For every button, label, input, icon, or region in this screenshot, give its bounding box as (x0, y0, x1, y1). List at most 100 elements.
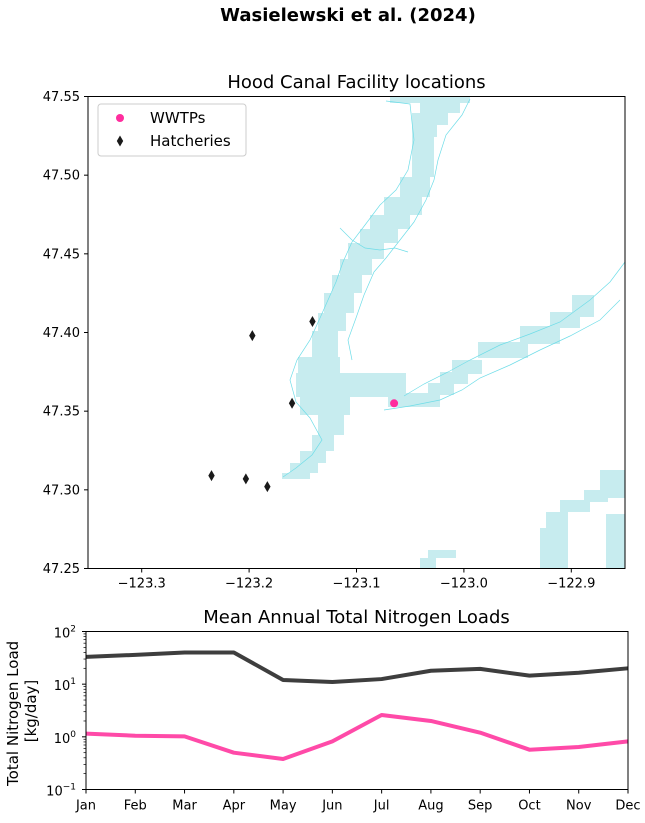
loads-y-tick-label: 100 (54, 730, 77, 747)
water-cell (360, 229, 398, 243)
shoreline (403, 261, 626, 397)
water-cell (312, 435, 334, 451)
loads-y-tick-label: 10−1 (46, 783, 76, 800)
loads-x-tick-label: Jun (321, 799, 342, 814)
hatchery-marker (242, 473, 250, 485)
water-cell (318, 415, 344, 435)
water-cell (312, 331, 338, 357)
map-markers (208, 315, 399, 493)
map-panel: Hood Canal Facility locations (43, 72, 626, 592)
figure-suptitle: Wasielewski et al. (2024) (220, 5, 476, 26)
loads-x-tick-label: Apr (223, 799, 246, 814)
shoreline (383, 299, 621, 411)
load-series-line (85, 712, 629, 761)
shoreline (282, 100, 415, 478)
legend-box (97, 103, 247, 157)
water-cell (300, 451, 326, 463)
water-cell (440, 372, 468, 384)
water-cell (478, 342, 528, 358)
map-y-tick-label: 47.25 (43, 562, 80, 577)
water-cell (340, 259, 372, 275)
shoreline (339, 227, 409, 253)
water-cell (520, 326, 560, 344)
water-cell (412, 125, 437, 137)
loads-y-tick-label: 101 (54, 677, 76, 694)
water-cell (412, 113, 448, 125)
water-cell (606, 514, 625, 568)
water-cell (318, 313, 346, 331)
water-cell (282, 473, 310, 479)
wwtp-marker (390, 399, 399, 408)
loads-lines (85, 650, 629, 761)
loads-y-tick-label: 102 (54, 625, 76, 642)
water-cell (348, 243, 384, 259)
map-x-axis: −123.3 −123.2 −123.1 −123.0 −122.9 (118, 568, 595, 592)
map-x-tick-label: −123.3 (118, 577, 166, 592)
loads-x-tick-label: Dec (615, 799, 640, 814)
loads-x-tick-label: Sep (468, 799, 493, 814)
map-y-tick-label: 47.55 (43, 90, 80, 105)
water-cell (572, 295, 594, 317)
loads-x-tick-label: Nov (566, 799, 592, 814)
loads-ylabel-line2: [kg/day] (22, 680, 40, 743)
loads-ylabel: Total Nitrogen Load [kg/day] (4, 636, 40, 787)
map-y-tick-label: 47.35 (43, 405, 80, 420)
loads-plot-frame (85, 631, 629, 790)
legend-hatchery-label: Hatcheries (150, 132, 231, 150)
hatchery-marker (288, 397, 296, 409)
map-x-tick-label: −123.0 (440, 577, 488, 592)
water-cell (428, 383, 454, 395)
water-cell (560, 500, 590, 512)
loads-x-tick-label: Jul (373, 799, 390, 814)
loads-title: Mean Annual Total Nitrogen Loads (203, 607, 510, 628)
map-y-axis: 47.25 47.30 47.35 47.40 47.45 47.50 47.55 (43, 90, 88, 577)
water-cell (324, 293, 354, 313)
loads-y-axis: 10−1 100 101 102 (46, 625, 86, 800)
water-cell (428, 550, 456, 558)
loads-x-tick-label: Aug (418, 799, 443, 814)
legend-hatchery-marker (116, 135, 124, 147)
loads-x-tick-label: Feb (124, 799, 147, 814)
water-cell (332, 275, 362, 293)
load-series-line (85, 650, 629, 684)
water-cell (420, 558, 436, 568)
water-cell (290, 463, 318, 473)
loads-ylabel-line1: Total Nitrogen Load (4, 641, 22, 787)
water-cell (298, 357, 340, 373)
map-y-tick-label: 47.50 (43, 169, 80, 184)
hatchery-marker (309, 315, 316, 327)
map-water-layer (282, 97, 626, 568)
water-cell (388, 393, 440, 407)
water-cell (452, 360, 482, 374)
map-title: Hood Canal Facility locations (227, 72, 485, 93)
loads-x-tick-label: Mar (172, 799, 197, 814)
map-legend: WWTPs Hatcheries (97, 103, 247, 157)
map-x-tick-label: −123.2 (225, 577, 273, 592)
loads-x-axis: Jan Feb Mar Apr May Jun Jul Aug Sep Oct Nov Dec (75, 789, 641, 814)
water-cell (296, 373, 406, 397)
loads-panel: Mean Annual Total Nitrogen Loads Total N… (4, 607, 641, 814)
water-cell (540, 528, 554, 568)
hatchery-marker (249, 330, 256, 342)
hatchery-marker (208, 470, 215, 482)
water-cell (584, 490, 608, 502)
map-y-tick-label: 47.45 (43, 247, 80, 262)
legend-wwtp-marker (116, 114, 124, 122)
water-cell (384, 197, 422, 215)
loads-x-tick-label: May (270, 799, 297, 814)
hatchery-marker (264, 481, 271, 493)
loads-x-tick-label: Jan (75, 799, 96, 814)
water-cell (370, 215, 410, 229)
water-cell (412, 137, 434, 177)
loads-x-tick-label: Oct (518, 799, 540, 814)
legend-wwtp-label: WWTPs (150, 109, 206, 127)
water-cell (390, 97, 470, 103)
map-x-tick-label: −123.1 (332, 577, 380, 592)
water-cell (420, 103, 460, 113)
shoreline (347, 98, 471, 361)
map-y-tick-label: 47.30 (43, 483, 80, 498)
water-cell (300, 397, 350, 415)
map-y-tick-label: 47.40 (43, 326, 80, 341)
water-cell (400, 177, 430, 197)
